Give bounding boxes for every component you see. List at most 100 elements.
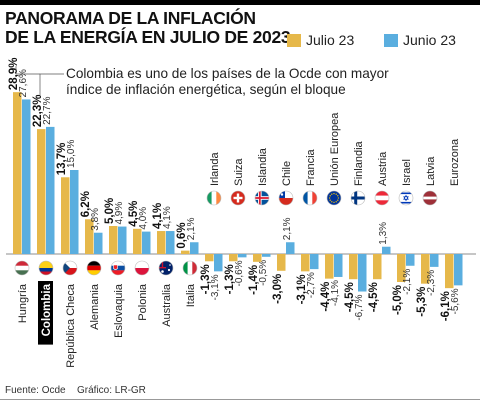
value-label-julio: -3,0% (272, 274, 284, 304)
value-label-julio: -4,5% (368, 282, 380, 312)
bar-julio (229, 254, 238, 262)
legend-label-julio: Julio 23 (306, 32, 355, 48)
category-label: Eurozona (449, 138, 461, 186)
value-label-junio: 2,1% (282, 217, 293, 240)
australia-flag-icon (158, 260, 174, 276)
france-flag-icon (302, 190, 318, 206)
annotation-note: Colombia es uno de los países de la Ocde… (66, 66, 389, 98)
category-label: Finlandia (353, 140, 365, 186)
category-label: Italia (185, 283, 197, 307)
israel-flag-icon (398, 190, 414, 206)
value-label-julio: -5,3% (416, 287, 428, 317)
category-label: Polonia (137, 283, 149, 321)
bar-julio (325, 254, 334, 279)
bar-julio (85, 219, 94, 254)
category-label: República Checa (65, 283, 77, 368)
value-label-julio: 4,1% (152, 203, 164, 229)
category-label: Suiza (233, 158, 245, 186)
bar-julio (13, 92, 22, 254)
category-label: Colombia (41, 283, 53, 336)
value-label-julio: -1,4% (248, 265, 260, 295)
bar-junio (22, 99, 31, 254)
value-label-junio: -2,3% (426, 270, 437, 296)
bar-junio (454, 254, 463, 286)
legend-item-junio: Junio 23 (384, 30, 456, 50)
bar-julio (133, 228, 142, 254)
value-label-junio: 27,6% (18, 69, 29, 97)
category-label: Australia (161, 283, 173, 327)
value-label-julio: 28,9% (8, 58, 20, 91)
value-label-junio: 4,1% (162, 206, 173, 229)
bar-junio (166, 231, 175, 254)
germany-flag-icon (86, 260, 102, 276)
value-label-julio: 13,7% (56, 143, 68, 176)
category-label: Latvia (425, 156, 437, 186)
austria-flag-icon (374, 190, 390, 206)
category-label: Francia (305, 148, 317, 186)
category-label: Unión Europea (329, 112, 341, 186)
category-label: Israel (401, 159, 413, 186)
bar-julio (37, 129, 46, 254)
bar-junio (190, 242, 199, 254)
annotation-pointer (39, 73, 64, 95)
bar-junio (334, 254, 343, 277)
value-label-julio: 0,6% (176, 222, 188, 248)
legend-swatch-junio (384, 33, 398, 47)
value-label-julio: -5,0% (392, 285, 404, 315)
title-line-1: PANORAMA DE LA INFLACIÓN (5, 8, 256, 28)
bar-julio (253, 254, 262, 262)
czech-flag-icon (62, 260, 78, 276)
bar-julio (157, 231, 166, 254)
value-label-julio: -1,3% (224, 264, 236, 294)
value-label-junio: 22,7% (42, 96, 53, 124)
value-label-junio: 4,9% (114, 202, 125, 225)
bar-junio (310, 254, 319, 270)
legend-label-junio: Junio 23 (403, 32, 456, 48)
bar-junio (46, 126, 55, 254)
eu-flag-icon (326, 190, 342, 206)
hungary-flag-icon (14, 260, 30, 276)
value-label-julio: -1,3% (200, 264, 212, 294)
poland-flag-icon (134, 260, 150, 276)
value-label-junio: -3,1% (210, 274, 221, 300)
bar-julio (61, 177, 70, 254)
bar-junio (142, 231, 151, 254)
value-label-julio: 22,3% (32, 95, 44, 128)
bar-junio (382, 246, 391, 254)
value-label-julio: -4,4% (320, 282, 332, 312)
value-label-junio: -0,6% (234, 260, 245, 286)
value-label-junio: 3,8% (90, 208, 101, 231)
category-label: Islandia (257, 147, 269, 186)
bar-junio (214, 254, 223, 272)
annotation-line-1: Colombia es uno de los países de la Ocde… (66, 66, 389, 81)
graphic-credit: Gráfico: LR-GR (77, 385, 146, 396)
chart-title: PANORAMA DE LA INFLACIÓN DE LA ENERGÍA E… (5, 8, 291, 47)
value-label-junio: 15,0% (66, 140, 77, 168)
category-label: Hungría (17, 283, 29, 323)
value-label-junio: -2,1% (402, 269, 413, 295)
value-label-julio: 4,5% (128, 201, 140, 227)
bar-junio (430, 254, 439, 267)
legend-swatch-julio (287, 33, 301, 47)
bar-julio (205, 254, 214, 262)
value-label-junio: -2,7% (306, 272, 317, 298)
bar-junio (358, 254, 367, 292)
bar-junio (238, 254, 247, 258)
value-label-junio: -0,5% (258, 260, 269, 286)
value-label-junio: -6,7% (354, 294, 365, 320)
bar-julio (181, 250, 190, 254)
bar-julio (349, 254, 358, 280)
bar-julio (397, 254, 406, 282)
bar-junio (286, 242, 295, 254)
bar-julio (421, 254, 430, 284)
latvia-flag-icon (422, 190, 438, 206)
category-label: Chile (281, 161, 293, 186)
value-label-julio: 5,0% (104, 198, 116, 224)
value-label-julio: -6,1% (440, 291, 452, 321)
value-label-junio: -4,1% (330, 280, 341, 306)
value-label-junio: -5,6% (450, 288, 461, 314)
value-label-julio: -3,1% (296, 274, 308, 304)
bar-junio (94, 232, 103, 254)
bar-julio (373, 254, 382, 280)
